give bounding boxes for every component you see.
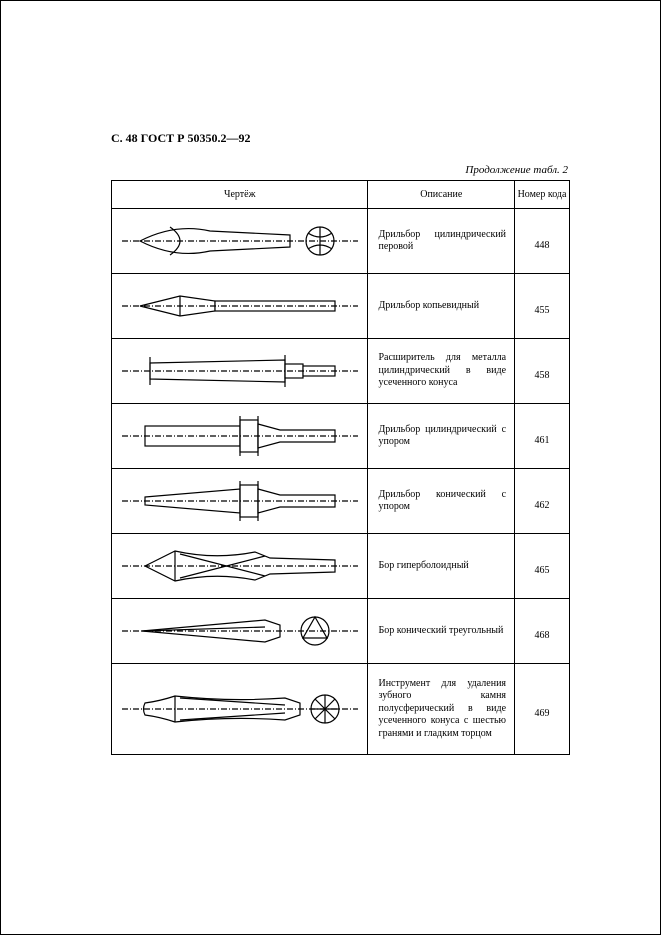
tool-description-cell: Дрильбор цилиндрический с упором (368, 404, 515, 469)
table-row: Дрильбор цилиндрический перовой448 (112, 209, 570, 274)
tool-description-cell: Дрильбор конический с упором (368, 469, 515, 534)
tool-description-cell: Дрильбор цилиндрический перовой (368, 209, 515, 274)
tool-drawing-cell (112, 599, 368, 664)
tool-description-cell: Инструмент для удаления зубного камня по… (368, 664, 515, 755)
tool-code-cell: 455 (515, 274, 570, 339)
tool-drawing-icon (120, 410, 360, 462)
tool-drawing-icon (120, 215, 360, 267)
table-row: Дрильбор цилиндрический с упором461 (112, 404, 570, 469)
tool-drawing-cell (112, 534, 368, 599)
tool-drawing-cell (112, 664, 368, 755)
tool-drawing-icon (120, 475, 360, 527)
tool-description-cell: Бор гиперболоидный (368, 534, 515, 599)
tool-drawing-cell (112, 339, 368, 404)
table-row: Расширитель для металла цилиндрический в… (112, 339, 570, 404)
tool-codes-table: Чертёж Описание Номер кода Дрильбор цили… (111, 180, 570, 755)
table-header-row: Чертёж Описание Номер кода (112, 181, 570, 209)
tool-drawing-cell (112, 404, 368, 469)
table-row: Бор конический треугольный468 (112, 599, 570, 664)
tool-drawing-icon (120, 345, 360, 397)
column-header-description: Описание (368, 181, 515, 209)
tool-code-cell: 468 (515, 599, 570, 664)
document-page: С. 48 ГОСТ Р 50350.2—92 Продолжение табл… (0, 0, 661, 935)
table-continuation-label: Продолжение табл. 2 (111, 164, 570, 176)
tool-code-cell: 462 (515, 469, 570, 534)
column-header-code: Номер кода (515, 181, 570, 209)
tool-drawing-cell (112, 209, 368, 274)
column-header-drawing: Чертёж (112, 181, 368, 209)
tool-code-cell: 461 (515, 404, 570, 469)
tool-description-cell: Расширитель для металла цилиндрический в… (368, 339, 515, 404)
tool-description-cell: Дрильбор копьевидный (368, 274, 515, 339)
tool-drawing-icon (120, 540, 360, 592)
table-row: Дрильбор копьевидный455 (112, 274, 570, 339)
tool-description-cell: Бор конический треугольный (368, 599, 515, 664)
document-page-number: С. 48 ГОСТ Р 50350.2—92 (111, 131, 570, 146)
tool-drawing-cell (112, 274, 368, 339)
tool-code-cell: 458 (515, 339, 570, 404)
tool-code-cell: 448 (515, 209, 570, 274)
tool-drawing-cell (112, 469, 368, 534)
tool-drawing-icon (120, 280, 360, 332)
tool-drawing-icon (120, 683, 360, 735)
table-row: Инструмент для удаления зубного камня по… (112, 664, 570, 755)
table-row: Дрильбор конический с упором462 (112, 469, 570, 534)
tool-code-cell: 469 (515, 664, 570, 755)
tool-drawing-icon (120, 605, 360, 657)
table-row: Бор гиперболоидный465 (112, 534, 570, 599)
tool-code-cell: 465 (515, 534, 570, 599)
